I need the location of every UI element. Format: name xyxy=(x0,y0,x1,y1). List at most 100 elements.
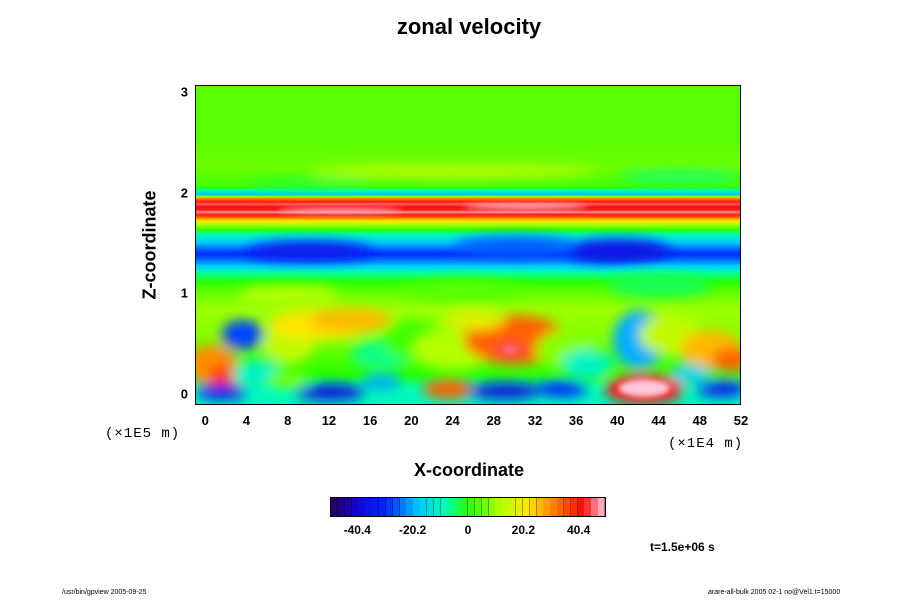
field-band xyxy=(196,120,740,130)
field-band xyxy=(196,217,740,219)
eddy-core xyxy=(618,379,670,398)
field-band xyxy=(196,220,740,222)
colorbar-segment xyxy=(344,498,353,516)
colorbar-tick-label: -20.2 xyxy=(398,523,427,537)
field-band xyxy=(196,210,740,212)
y-tick-label: 3 xyxy=(180,84,188,100)
y-scale-note: (×1E5 m) xyxy=(105,426,181,442)
x-tick-label: 8 xyxy=(284,413,292,428)
colorbar-segment xyxy=(337,498,346,516)
eddy xyxy=(293,384,366,401)
colorbar-segment xyxy=(502,498,510,516)
x-tick-label: 36 xyxy=(568,413,584,428)
field-band xyxy=(196,199,740,202)
field-band xyxy=(196,367,740,372)
eddy xyxy=(561,349,614,380)
colorbar-segment xyxy=(372,498,380,516)
velocity-field xyxy=(196,86,740,404)
colorbar-segment xyxy=(536,498,544,516)
x-axis-label: X-coordinate xyxy=(413,460,524,480)
eddy xyxy=(247,180,372,189)
field-band xyxy=(196,232,740,235)
field-band xyxy=(196,212,740,215)
field-band xyxy=(196,204,740,206)
field-band xyxy=(196,219,740,221)
colorbar-segment xyxy=(550,498,558,516)
field-band xyxy=(196,275,740,279)
field-band xyxy=(196,252,740,255)
field-band xyxy=(196,111,740,121)
field-band xyxy=(196,223,740,225)
field-band xyxy=(196,394,740,399)
field-band xyxy=(196,147,740,153)
field-band xyxy=(196,266,740,269)
colorbar-tick-label: 20.2 xyxy=(511,523,536,537)
colorbar-tick-label: -40.4 xyxy=(343,523,371,537)
colorbar-segment xyxy=(591,498,599,516)
field-band xyxy=(196,152,740,158)
field-band xyxy=(196,200,740,203)
colorbar-segment xyxy=(598,498,606,516)
plot-area xyxy=(195,85,741,405)
x-tick-label: 0 xyxy=(201,413,209,428)
field-band xyxy=(196,300,740,304)
colorbar-segment xyxy=(557,498,565,516)
field-band xyxy=(196,218,740,220)
eddy xyxy=(669,364,712,385)
eddy xyxy=(309,308,392,332)
colorbar-segment xyxy=(495,498,503,516)
field-band xyxy=(196,203,740,205)
colorbar-segment xyxy=(433,498,442,516)
colorbar-segment xyxy=(529,498,537,516)
field-band xyxy=(196,236,740,239)
field-band xyxy=(196,270,740,273)
field-band xyxy=(196,189,740,192)
colorbar-segment xyxy=(474,498,483,516)
field-band xyxy=(196,221,740,223)
field-band xyxy=(196,128,740,138)
colorbar-segment xyxy=(584,498,592,516)
field-band xyxy=(196,305,740,309)
field-band xyxy=(196,137,740,143)
eddy xyxy=(711,347,740,372)
colorbar-segment xyxy=(392,498,400,516)
footer-right: arare-all-bulk 2005 02-1 no@Vel1.t=15000 xyxy=(708,589,841,596)
colorbar-segment xyxy=(406,498,414,516)
x-tick-label: 52 xyxy=(733,413,749,428)
field-band xyxy=(196,307,740,311)
field-band xyxy=(196,202,740,205)
colorbar-segment xyxy=(378,498,387,516)
field-band xyxy=(196,379,740,383)
colorbar-segment xyxy=(577,498,585,516)
field-band xyxy=(196,253,740,256)
field-band xyxy=(196,207,740,210)
eddy xyxy=(469,383,542,400)
field-band xyxy=(196,302,740,306)
eddy xyxy=(268,369,310,390)
colorbar-tick-label: 0 xyxy=(464,523,472,537)
colorbar-segment xyxy=(447,498,455,516)
eddy xyxy=(402,280,526,301)
y-tick-label: 2 xyxy=(180,185,188,201)
field-band xyxy=(196,209,740,211)
x-tick-label: 48 xyxy=(692,413,708,428)
field-band xyxy=(196,186,740,189)
colorbar-segment xyxy=(399,498,407,516)
field-band xyxy=(196,238,740,241)
eddy xyxy=(453,236,578,256)
colorbar-segment xyxy=(522,498,531,516)
colorbar-segment xyxy=(563,498,572,516)
field-band xyxy=(196,222,740,224)
field-band xyxy=(196,259,740,262)
field-band xyxy=(196,103,740,113)
field-band xyxy=(196,211,740,213)
field-band xyxy=(196,227,740,230)
field-band xyxy=(196,374,740,378)
x-tick-label: 24 xyxy=(445,413,460,428)
field-band xyxy=(196,403,740,404)
field-band xyxy=(196,271,740,275)
field-band xyxy=(196,277,740,281)
field-band xyxy=(196,162,740,168)
field-band xyxy=(196,255,740,258)
field-band xyxy=(196,216,740,218)
